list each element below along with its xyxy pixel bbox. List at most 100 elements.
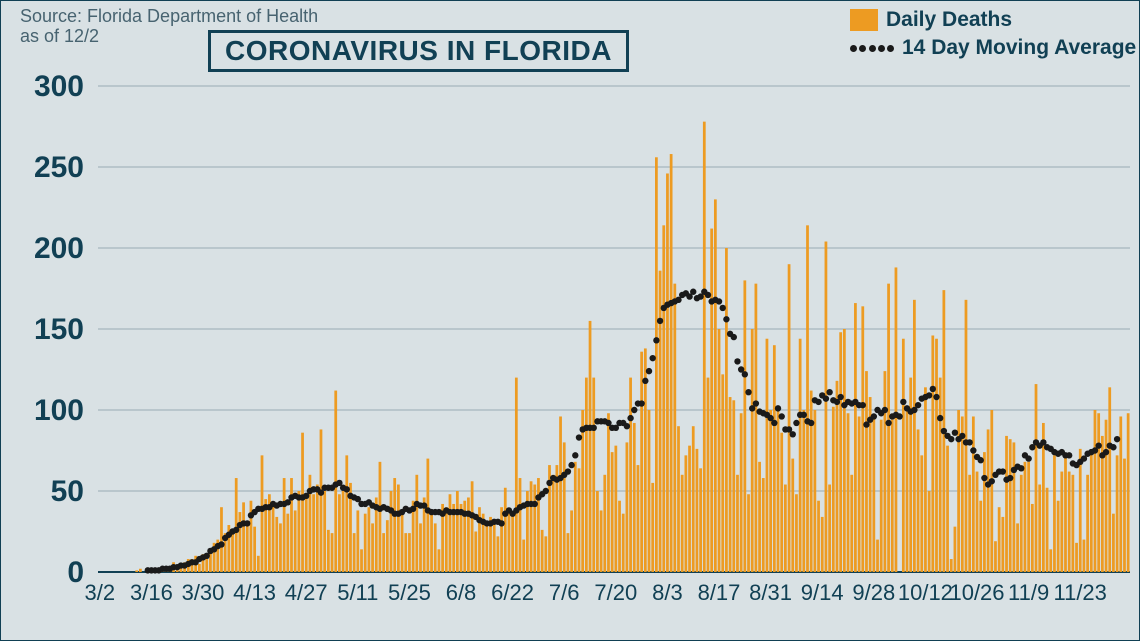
- avg-dot: [631, 407, 637, 413]
- avg-dot: [731, 334, 737, 340]
- bar: [1079, 449, 1082, 572]
- avg-dot: [860, 402, 866, 408]
- bar: [736, 475, 739, 572]
- bar: [301, 433, 304, 572]
- bar: [847, 413, 850, 572]
- avg-dot: [930, 386, 936, 392]
- bar: [659, 271, 662, 572]
- x-axis-label: 11/23: [1053, 580, 1106, 605]
- bar: [456, 491, 459, 572]
- bar: [1020, 475, 1023, 572]
- bar: [438, 549, 441, 572]
- bar: [670, 154, 673, 572]
- avg-dot: [790, 431, 796, 437]
- avg-dot: [775, 405, 781, 411]
- bar: [261, 455, 264, 572]
- bar: [755, 284, 758, 572]
- avg-dot: [657, 318, 663, 324]
- y-axis-label: 300: [34, 70, 84, 103]
- avg-dot: [1110, 444, 1116, 450]
- bar: [626, 442, 629, 572]
- avg-dot: [882, 407, 888, 413]
- avg-dot: [716, 298, 722, 304]
- bar: [474, 532, 477, 573]
- avg-dot: [745, 389, 751, 395]
- bar: [430, 514, 433, 572]
- bar: [1031, 504, 1034, 572]
- avg-dot: [771, 420, 777, 426]
- bar: [673, 284, 676, 572]
- avg-dot: [591, 425, 597, 431]
- chart-container: 0501001502002503003/23/163/304/134/275/1…: [0, 0, 1140, 641]
- avg-dot: [627, 415, 633, 421]
- bar: [788, 264, 791, 572]
- bar: [832, 407, 835, 572]
- bar: [854, 303, 857, 572]
- bar: [379, 462, 382, 572]
- bar: [681, 475, 684, 572]
- bar: [497, 536, 500, 572]
- avg-dot: [244, 520, 250, 526]
- bar: [537, 478, 540, 572]
- x-axis-label: 7/6: [549, 580, 580, 605]
- avg-dot: [900, 399, 906, 405]
- x-axis-label: 11/9: [1008, 580, 1049, 605]
- bar: [839, 332, 842, 572]
- bar: [990, 410, 993, 572]
- avg-dot: [1114, 436, 1120, 442]
- x-axis-label: 8/31: [749, 580, 792, 605]
- avg-dot: [826, 389, 832, 395]
- bar: [581, 410, 584, 572]
- avg-dot: [572, 452, 578, 458]
- bar: [791, 459, 794, 572]
- bar: [401, 514, 404, 572]
- x-axis-label: 3/30: [182, 580, 225, 605]
- bar: [751, 329, 754, 572]
- bar: [530, 481, 533, 572]
- avg-dot: [801, 412, 807, 418]
- avg-dot: [543, 488, 549, 494]
- bar: [850, 475, 853, 572]
- bar: [633, 423, 636, 572]
- bar: [891, 420, 894, 572]
- avg-dot: [896, 413, 902, 419]
- bar: [784, 485, 787, 572]
- bar: [1075, 543, 1078, 572]
- x-axis-label: 6/22: [491, 580, 534, 605]
- bar: [342, 491, 345, 572]
- chart-title: CORONAVIRUS IN FLORIDA: [208, 30, 629, 72]
- avg-dot: [532, 501, 538, 507]
- bar: [865, 371, 868, 572]
- bar: [1009, 439, 1012, 572]
- bar: [766, 339, 769, 572]
- bar: [1001, 517, 1004, 572]
- x-axis-label: 8/17: [698, 580, 741, 605]
- bar: [931, 335, 934, 572]
- bar: [946, 446, 949, 572]
- bar: [872, 416, 875, 572]
- bar: [272, 504, 275, 572]
- bar: [286, 514, 289, 572]
- avg-dot: [970, 447, 976, 453]
- bar: [998, 507, 1001, 572]
- bar: [1108, 387, 1111, 572]
- source-line1: Source: Florida Department of Health: [20, 6, 318, 26]
- avg-dot: [948, 436, 954, 442]
- bar: [817, 501, 820, 572]
- bar: [559, 416, 562, 572]
- bar: [467, 497, 470, 572]
- legend-swatch-bar: [850, 9, 878, 31]
- x-axis-label: 3/16: [130, 580, 173, 605]
- bar: [740, 413, 743, 572]
- bar: [1057, 501, 1060, 572]
- bar: [279, 523, 282, 572]
- bar: [1016, 523, 1019, 572]
- bar: [884, 371, 887, 572]
- bar: [662, 225, 665, 572]
- bar: [563, 442, 566, 572]
- bar: [360, 549, 363, 572]
- bar: [950, 559, 953, 572]
- bar: [902, 339, 905, 572]
- bar: [1094, 410, 1097, 572]
- avg-dot: [933, 394, 939, 400]
